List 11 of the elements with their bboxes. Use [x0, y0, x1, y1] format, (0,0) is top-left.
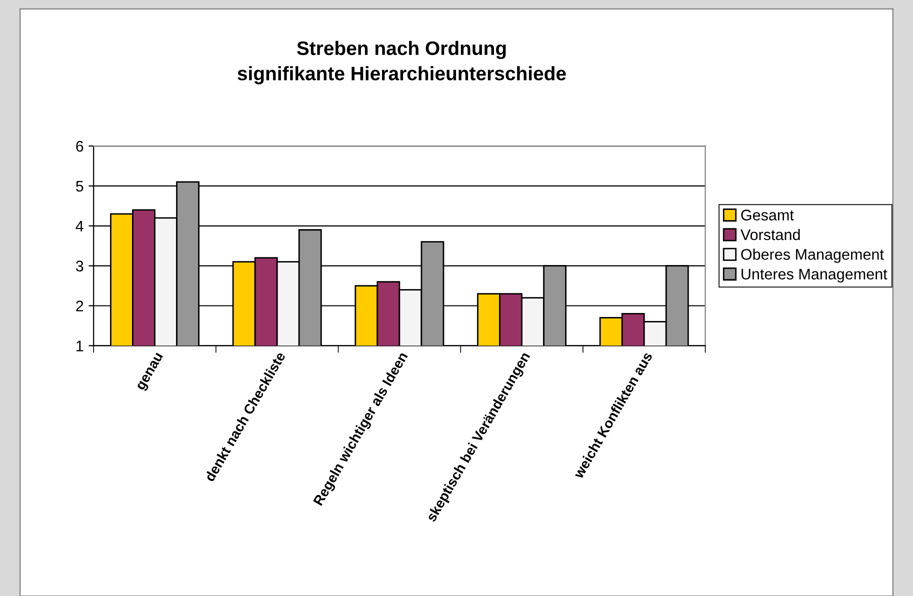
y-tick-label: 5 — [76, 180, 84, 192]
legend-label: Gesamt — [741, 210, 794, 220]
y-tick-label: 3 — [76, 260, 84, 272]
y-tick-label: 6 — [76, 140, 84, 152]
chart-title: Streben nach Ordnung signifikante Hierarchieunterschiede — [238, 40, 566, 84]
y-tick-label: 4 — [76, 220, 84, 232]
y-tick-label: 2 — [76, 300, 84, 312]
y-tick-label: 1 — [76, 340, 84, 352]
legend-label: Vorstand — [740, 228, 800, 240]
legend-label: Oberes Management — [741, 248, 884, 263]
legend-label: Unteres Management — [742, 268, 888, 283]
